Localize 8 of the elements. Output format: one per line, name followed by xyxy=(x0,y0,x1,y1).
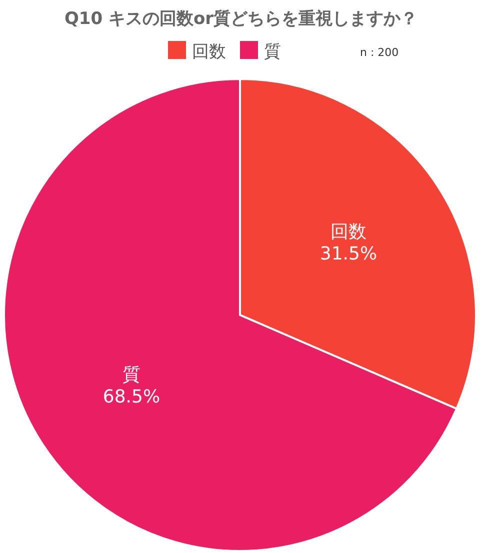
legend-label: 回数 xyxy=(192,42,226,62)
slice-label: 回数 xyxy=(330,222,366,243)
slice-label: 質 xyxy=(122,364,141,386)
text: n : 200 xyxy=(360,46,399,59)
data-label: 31.5% xyxy=(320,244,378,265)
category-label: 質 xyxy=(264,42,281,62)
chart-title: Q10 キスの回数or質どちらを重視しますか？ xyxy=(64,9,418,29)
data-label: 68.5% xyxy=(102,386,160,408)
